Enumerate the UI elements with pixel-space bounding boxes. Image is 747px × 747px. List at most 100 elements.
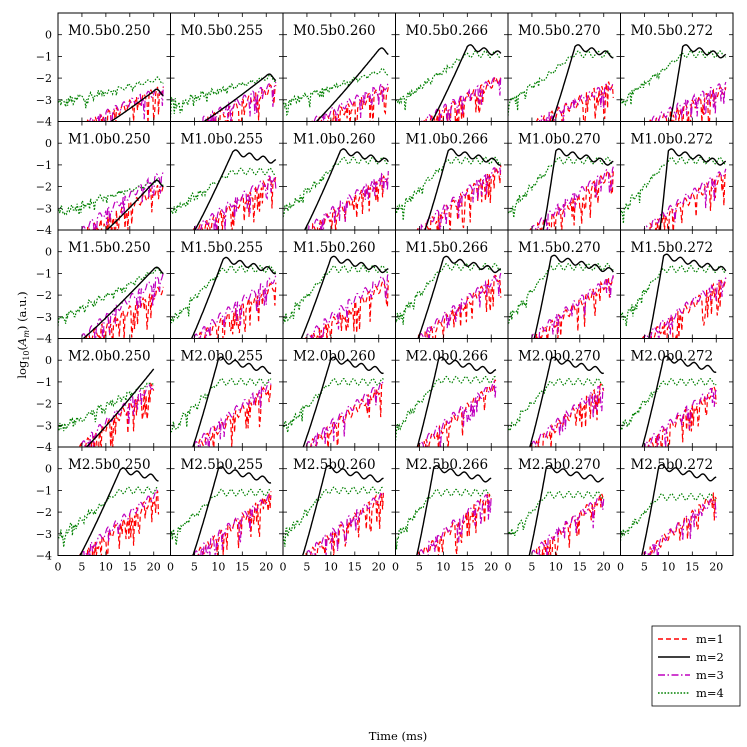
series-line-m=4 [170,488,272,546]
series-line-m=3 [643,168,727,230]
series-line-m=4 [58,382,155,432]
series-line-m=2 [190,256,277,339]
series-line-m=1 [529,275,614,339]
panel-series [58,368,155,447]
series-line-m=2 [551,44,614,122]
panel-label: M0.5b0.255 [181,23,264,39]
panel-label: M1.5b0.270 [518,240,601,256]
series-line-m=1 [417,274,502,339]
y-tick-label: −1 [36,267,52,280]
series-line-m=4 [395,262,502,325]
panel-series [508,254,614,339]
panel-series [620,463,717,556]
series-line-m=3 [418,166,502,230]
y-tick-label: −3 [36,528,52,541]
series-line-m=2 [416,356,497,447]
series-line-m=1 [648,85,727,122]
x-tick-label: 0 [55,561,62,574]
panel-M2.5b0.272: M2.5b0.272 [620,446,734,556]
series-line-m=1 [79,490,160,556]
panel-M0.5b0.270: M0.5b0.270 [507,12,621,122]
x-tick-label: 10 [324,561,338,574]
panel-label: M1.5b0.272 [631,240,714,256]
panel-label: M0.5b0.270 [518,23,601,39]
series-line-m=2 [424,148,502,230]
series-line-m=1 [311,85,389,122]
series-line-m=3 [305,380,385,447]
series-line-m=4 [508,378,605,433]
x-tick-label: 15 [685,561,699,574]
y-tick-label: 0 [45,463,52,476]
y-tick-label: 0 [45,137,52,150]
x-tick-label: 0 [505,561,512,574]
panel-label: M1.5b0.250 [68,240,151,256]
series-line-m=2 [659,148,727,230]
series-line-m=4 [170,265,277,324]
y-tick-label: −3 [36,311,52,324]
x-tick-label: 15 [573,561,587,574]
series-line-m=1 [529,169,614,230]
series-line-m=3 [193,380,272,447]
series-line-m=4 [283,265,389,325]
series-line-m=3 [305,272,389,339]
x-tick-label: 5 [641,561,648,574]
legend-label-m=4: m=4 [696,686,724,700]
series-line-m=2 [302,356,384,447]
panel-series [395,255,502,339]
series-line-m=4 [508,490,605,537]
y-tick-label: −1 [36,159,52,172]
panel-label: M2.0b0.272 [631,349,714,365]
panel-label: M1.0b0.272 [631,132,714,148]
panel-series [395,356,497,447]
series-line-m=1 [649,171,727,230]
panel-label: M2.0b0.250 [68,349,151,365]
series-line-m=3 [418,272,502,339]
series-line-m=2 [417,255,502,339]
y-tick-label: −2 [36,72,52,85]
legend-label-m=2: m=2 [696,650,724,664]
panel-label: M0.5b0.266 [406,23,489,39]
panel-series [395,148,502,230]
series-line-m=2 [301,464,384,556]
series-line-m=3 [306,491,385,556]
panel-series [395,464,492,556]
panel-label: M1.5b0.266 [406,240,489,256]
x-axis-label: Time (ms) [369,729,428,743]
x-tick-label: 0 [392,561,399,574]
series-line-m=1 [642,492,717,556]
series-line-m=2 [431,44,502,122]
panel-series [283,255,389,339]
series-line-m=2 [82,266,164,339]
series-line-m=4 [620,156,727,224]
x-tick-label: 10 [99,561,113,574]
series-line-m=3 [530,166,614,230]
series-line-m=3 [533,81,614,122]
panel-series [170,256,277,339]
x-tick-label: 10 [661,561,675,574]
panel-label: M2.5b0.272 [631,457,714,473]
series-line-m=4 [395,50,502,111]
panel-M2.0b0.266: M2.0b0.266 [395,338,509,448]
panel-label: M1.0b0.260 [293,132,376,148]
panel-label: M1.0b0.255 [181,132,264,148]
series-line-m=2 [315,47,389,122]
panel-series [508,464,605,556]
y-axis-label-open: ( [15,346,29,351]
panel-series [283,148,389,230]
panel-label: M0.5b0.250 [68,23,151,39]
series-line-m=2 [529,356,604,447]
series-line-m=3 [530,496,605,556]
series-line-m=1 [418,75,502,122]
series-line-m=3 [194,81,277,122]
x-tick-label: 15 [348,561,362,574]
series-line-m=3 [418,494,492,556]
panel-series [58,76,164,122]
y-tick-label: 0 [45,354,52,367]
panel-series [170,466,272,556]
x-tick-label: 15 [123,561,137,574]
series-line-m=4 [395,156,502,221]
x-tick-label: 20 [372,561,386,574]
x-tick-label: 20 [147,561,161,574]
panel-series [508,356,605,447]
